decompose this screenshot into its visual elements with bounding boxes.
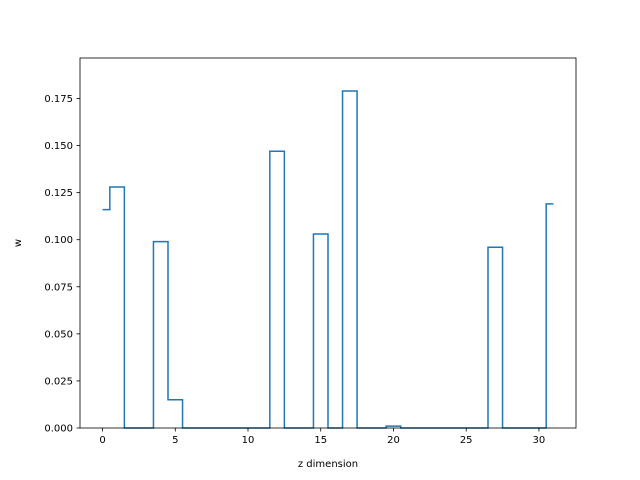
x-tick-label: 10: [242, 435, 255, 446]
x-axis-label: z dimension: [298, 459, 358, 470]
axes-frame: [79, 57, 577, 429]
y-tick-label: 0.125: [44, 188, 73, 199]
y-tick-label: 0.100: [44, 235, 73, 246]
x-tick-label: 0: [99, 435, 105, 446]
x-tick-label: 30: [533, 435, 546, 446]
y-tick-label: 0.000: [44, 424, 73, 435]
x-tick-label: 20: [387, 435, 400, 446]
x-tick-label: 15: [314, 435, 327, 446]
y-tick-label: 0.175: [44, 94, 73, 105]
y-tick-label: 0.050: [44, 329, 73, 340]
x-tick-label: 25: [460, 435, 473, 446]
y-axis-label: w: [13, 239, 24, 247]
y-tick-label: 0.025: [44, 376, 73, 387]
y-tick-label: 0.075: [44, 282, 73, 293]
y-tick-label: 0.150: [44, 141, 73, 152]
y-axis: 0.000 0.025 0.050 0.075 0.100 0.125 0.150 0.175: [44, 94, 80, 435]
x-axis: 0 5 10 15 20 25 30: [99, 428, 545, 446]
x-tick-label: 5: [172, 435, 178, 446]
